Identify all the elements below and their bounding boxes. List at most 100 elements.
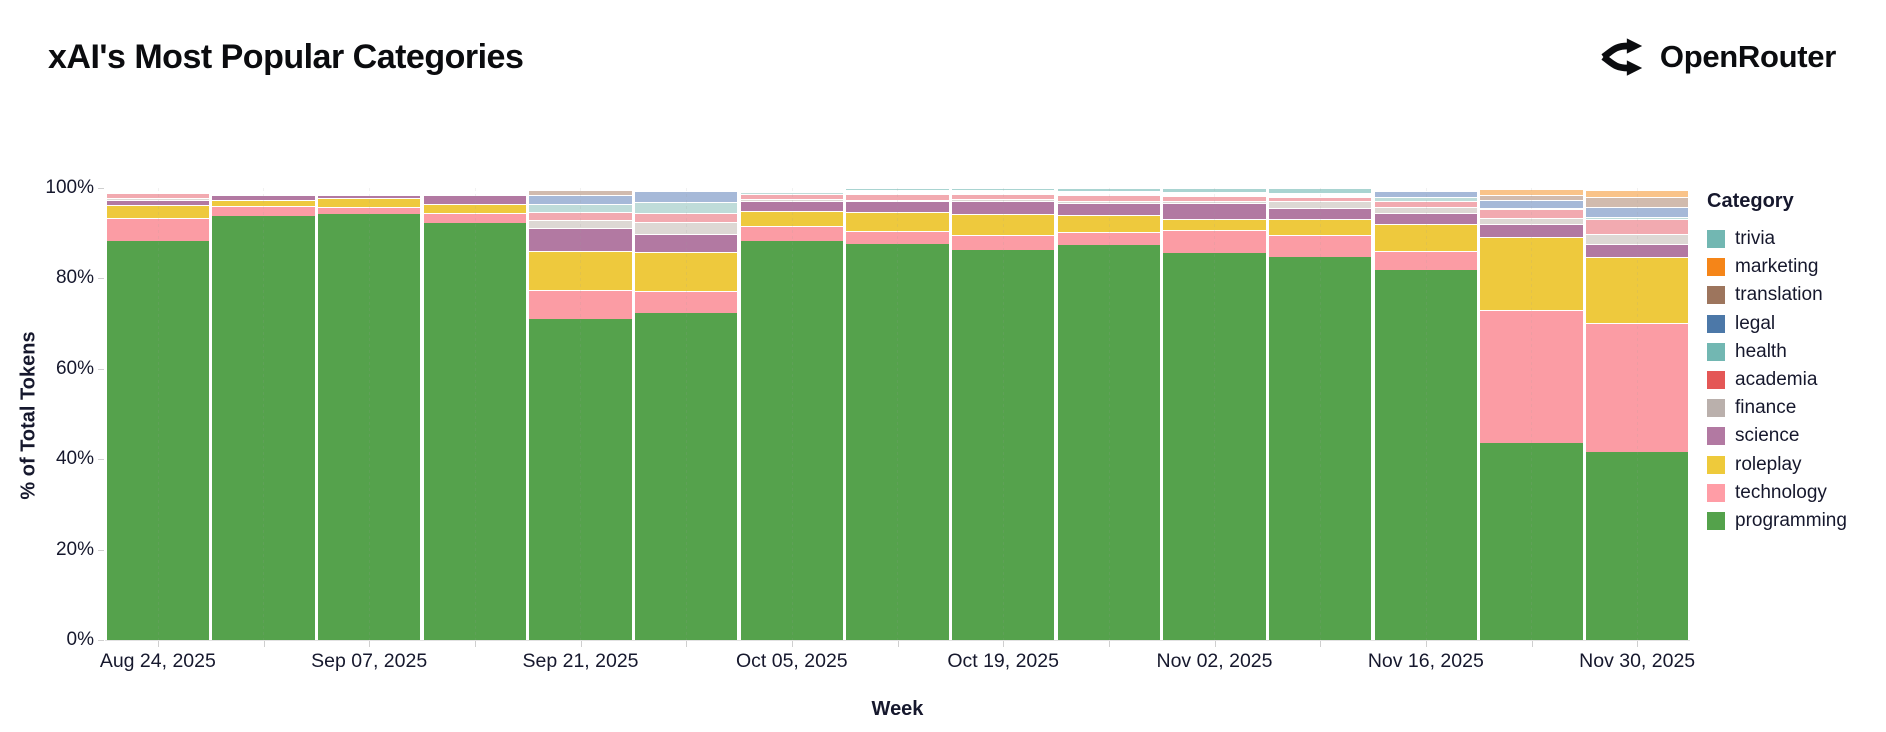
segment-technology[interactable] (1163, 229, 1266, 254)
segment-legal[interactable] (1057, 193, 1161, 195)
segment-trivia[interactable] (106, 188, 210, 189)
segment-technology[interactable] (317, 206, 421, 214)
segment-roleplay[interactable] (1057, 214, 1161, 232)
segment-health[interactable] (1268, 195, 1372, 197)
segment-science[interactable] (846, 201, 949, 213)
segment-marketing[interactable] (951, 189, 1055, 191)
segment-health[interactable] (1057, 194, 1161, 196)
bar-sep-28-2025[interactable] (634, 188, 738, 640)
segment-legal[interactable] (740, 191, 844, 193)
segment-science[interactable] (317, 194, 421, 198)
segment-legal[interactable] (1480, 199, 1583, 208)
segment-programming[interactable] (951, 250, 1055, 640)
segment-programming[interactable] (317, 213, 421, 640)
segment-technology[interactable] (1268, 235, 1372, 257)
segment-finance[interactable] (1374, 206, 1478, 213)
segment-health[interactable] (1163, 194, 1266, 196)
segment-health[interactable] (423, 192, 527, 193)
brand-lockup[interactable]: OpenRouter (1600, 34, 1836, 80)
segment-science[interactable] (212, 195, 315, 200)
segment-academia[interactable] (529, 212, 632, 221)
bar-nov-30-2025[interactable] (1585, 188, 1689, 640)
segment-translation[interactable] (1480, 194, 1583, 200)
segment-translation[interactable] (634, 190, 738, 191)
segment-technology[interactable] (951, 235, 1055, 251)
segment-programming[interactable] (106, 241, 210, 640)
segment-roleplay[interactable] (1374, 224, 1478, 252)
segment-technology[interactable] (423, 212, 527, 223)
segment-roleplay[interactable] (951, 213, 1055, 236)
segment-science[interactable] (1163, 203, 1266, 219)
segment-academia[interactable] (423, 193, 527, 195)
segment-trivia[interactable] (1480, 188, 1583, 189)
segment-technology[interactable] (634, 291, 738, 313)
segment-academia[interactable] (1057, 195, 1161, 201)
segment-technology[interactable] (846, 230, 949, 245)
segment-science[interactable] (106, 199, 210, 205)
segment-legal[interactable] (529, 195, 632, 204)
segment-legal[interactable] (317, 190, 421, 192)
segment-programming[interactable] (1374, 269, 1478, 640)
segment-health[interactable] (951, 192, 1055, 195)
segment-technology[interactable] (212, 205, 315, 217)
bar-nov-23-2025[interactable] (1480, 188, 1583, 640)
segment-marketing[interactable] (1585, 189, 1689, 198)
bar-oct-05-2025[interactable] (740, 187, 844, 640)
segment-trivia[interactable] (740, 187, 844, 190)
segment-trivia[interactable] (212, 188, 315, 189)
segment-programming[interactable] (423, 222, 527, 640)
segment-finance[interactable] (1163, 201, 1266, 204)
segment-technology[interactable] (106, 218, 210, 242)
segment-science[interactable] (634, 234, 738, 252)
segment-science[interactable] (740, 200, 844, 211)
segment-technology[interactable] (1480, 310, 1583, 443)
segment-marketing[interactable] (1163, 191, 1266, 193)
segment-academia[interactable] (1268, 196, 1372, 201)
segment-trivia[interactable] (1374, 187, 1478, 189)
segment-programming[interactable] (212, 216, 315, 640)
segment-legal[interactable] (212, 191, 315, 192)
segment-marketing[interactable] (1480, 189, 1583, 195)
segment-academia[interactable] (1163, 195, 1266, 202)
segment-finance[interactable] (529, 220, 632, 229)
segment-finance[interactable] (317, 193, 421, 195)
segment-programming[interactable] (740, 241, 844, 640)
segment-roleplay[interactable] (1585, 256, 1689, 323)
segment-health[interactable] (212, 192, 315, 193)
segment-trivia[interactable] (951, 188, 1055, 190)
segment-legal[interactable] (1374, 190, 1478, 197)
segment-health[interactable] (529, 203, 632, 213)
segment-roleplay[interactable] (846, 212, 949, 231)
segment-finance[interactable] (423, 194, 527, 196)
segment-programming[interactable] (1480, 442, 1583, 640)
segment-academia[interactable] (846, 194, 949, 201)
segment-marketing[interactable] (740, 189, 844, 191)
segment-finance[interactable] (106, 198, 210, 200)
segment-marketing[interactable] (1057, 191, 1161, 193)
segment-legal[interactable] (423, 191, 527, 192)
segment-roleplay[interactable] (1268, 219, 1372, 236)
segment-marketing[interactable] (529, 188, 632, 190)
segment-science[interactable] (1585, 243, 1689, 257)
segment-translation[interactable] (317, 189, 421, 191)
segment-technology[interactable] (1374, 251, 1478, 270)
segment-finance[interactable] (1057, 201, 1161, 204)
segment-roleplay[interactable] (317, 197, 421, 207)
segment-technology[interactable] (529, 290, 632, 319)
segment-trivia[interactable] (317, 187, 421, 189)
segment-roleplay[interactable] (1480, 237, 1583, 311)
bar-nov-02-2025[interactable] (1163, 188, 1266, 640)
segment-translation[interactable] (1057, 192, 1161, 194)
segment-programming[interactable] (846, 244, 949, 640)
segment-translation[interactable] (1163, 192, 1266, 194)
segment-translation[interactable] (1374, 189, 1478, 191)
segment-marketing[interactable] (1268, 192, 1372, 194)
segment-marketing[interactable] (846, 190, 949, 192)
bar-oct-26-2025[interactable] (1057, 188, 1161, 640)
segment-legal[interactable] (1585, 207, 1689, 217)
bar-sep-21-2025[interactable] (529, 187, 632, 640)
segment-finance[interactable] (212, 194, 315, 196)
segment-finance[interactable] (846, 200, 949, 202)
segment-marketing[interactable] (1374, 188, 1478, 190)
segment-science[interactable] (1268, 208, 1372, 220)
